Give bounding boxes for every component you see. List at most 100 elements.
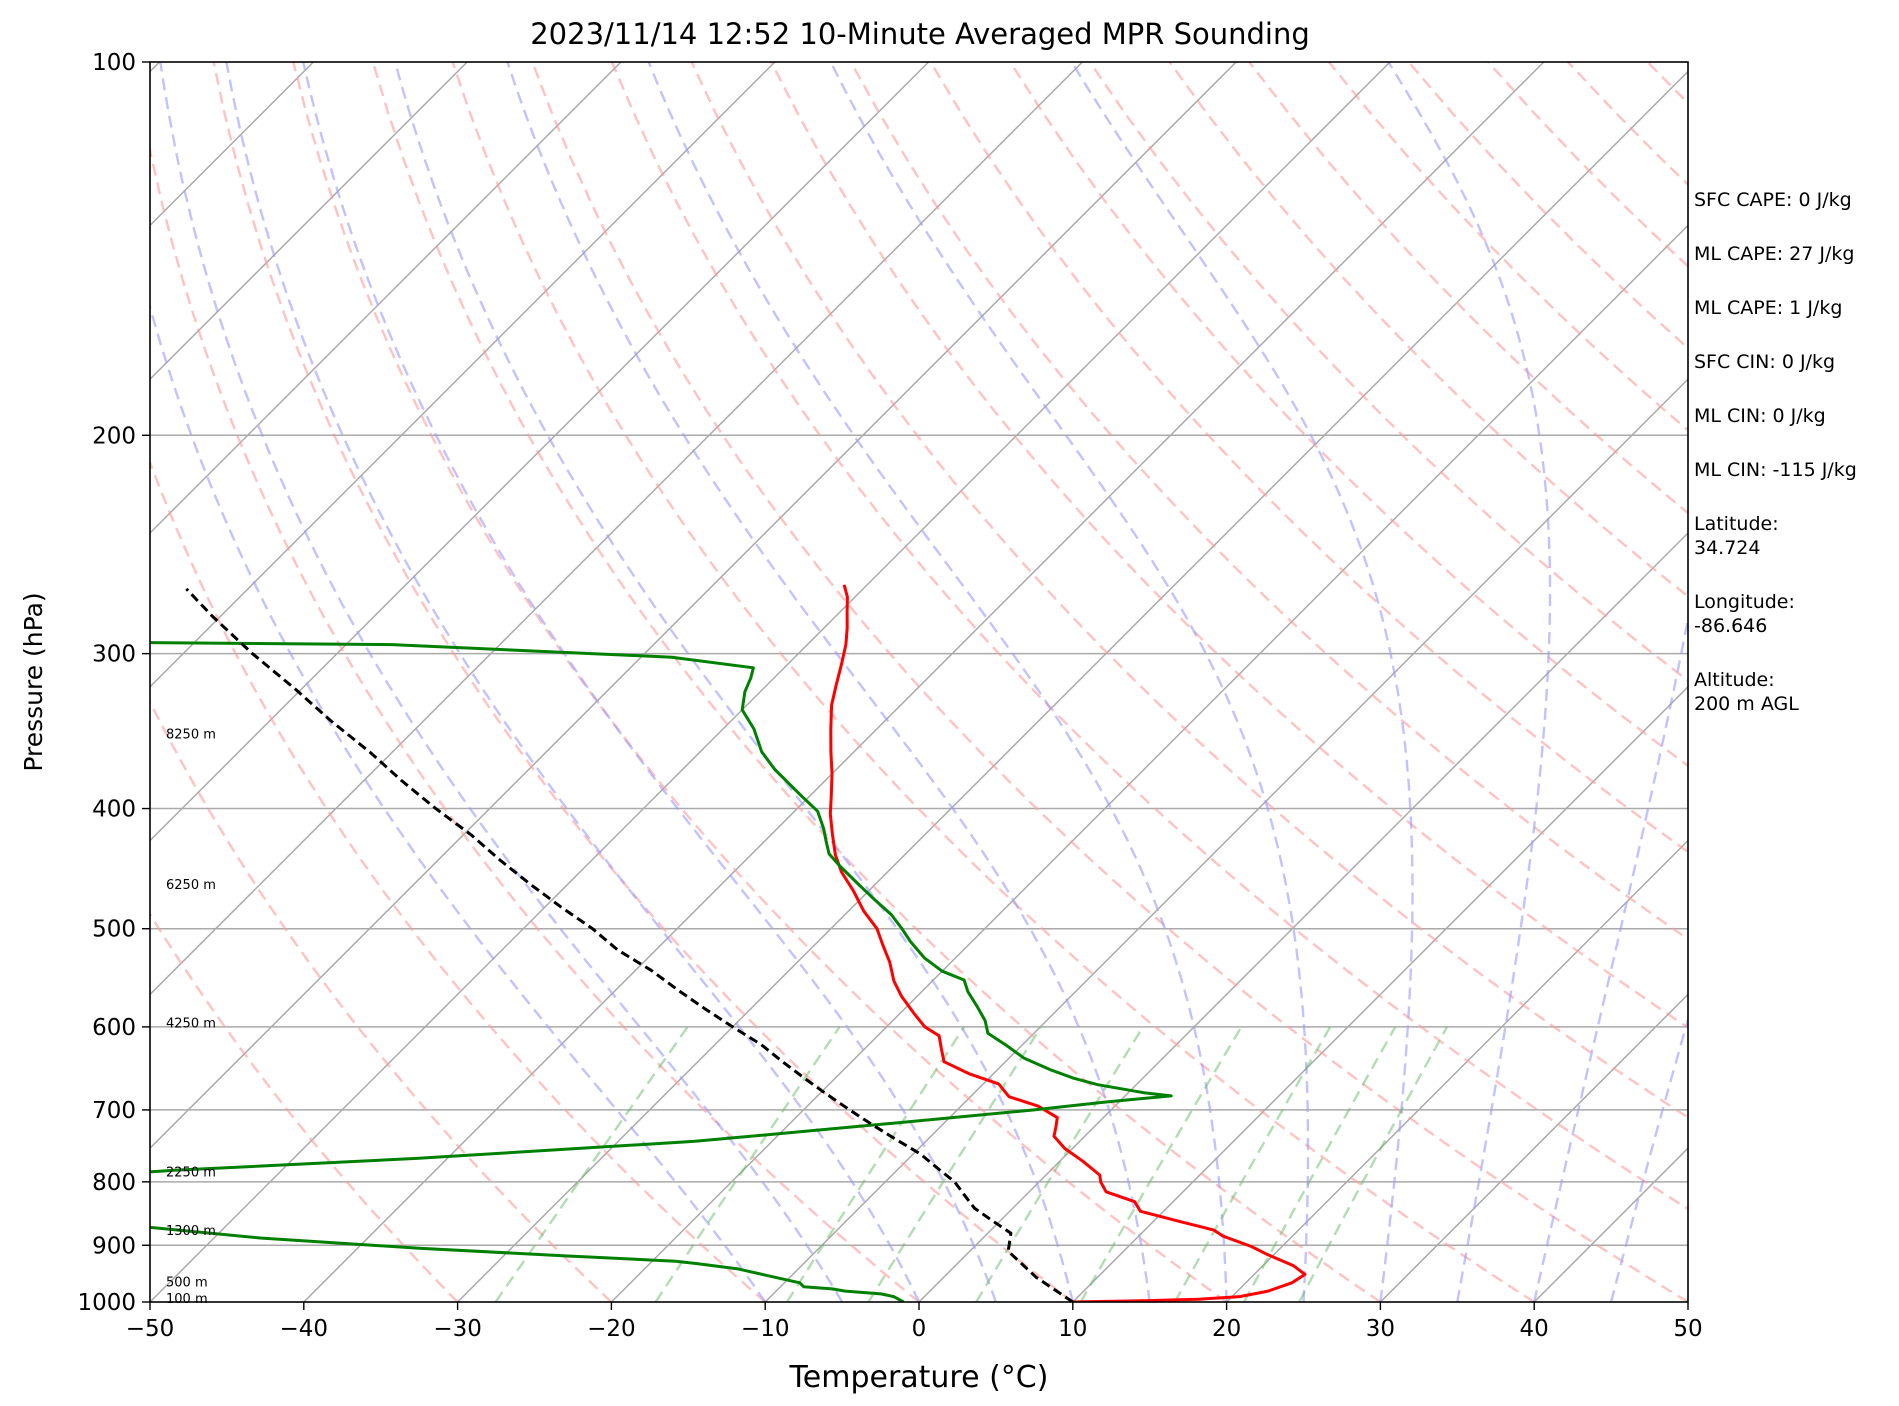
isotherm-line xyxy=(150,62,930,842)
mixing-ratio-line xyxy=(785,1026,966,1302)
y-axis-label: Pressure (hPa) xyxy=(19,592,48,771)
stat-sfc-cin: SFC CIN: 0 J/kg xyxy=(1694,351,1836,373)
x-tick-label: −30 xyxy=(433,1316,482,1342)
x-tick-label: −10 xyxy=(741,1316,790,1342)
x-tick-label: −40 xyxy=(280,1316,329,1342)
isotherm-line xyxy=(150,62,776,688)
stat-sfc-cape: SFC CAPE: 0 J/kg xyxy=(1694,189,1852,211)
y-tick-label: 100 xyxy=(92,50,136,76)
isotherm-line xyxy=(764,378,1688,1302)
mixing-ratio-line xyxy=(1243,1026,1397,1302)
moist-adiabat xyxy=(302,62,998,1302)
dry-adiabat xyxy=(929,62,1688,854)
isotherm-line xyxy=(1072,685,1688,1302)
series-line-1 xyxy=(150,641,1173,1302)
dry-adiabat xyxy=(292,62,1228,1302)
isotherm-line xyxy=(610,224,1688,1302)
y-tick-label: 300 xyxy=(92,642,136,668)
longitude-label: Longitude: xyxy=(1694,591,1795,613)
dry-adiabat xyxy=(849,62,1688,941)
latitude-block: Latitude: 34.724 xyxy=(1694,512,1899,560)
latitude-value: 34.724 xyxy=(1694,537,1761,559)
stat-ml-cin: ML CIN: 0 J/kg xyxy=(1694,405,1826,427)
moist-adiabat xyxy=(1070,62,1414,1302)
dry-adiabat xyxy=(150,458,766,1302)
height-label: 8250 m xyxy=(166,728,216,743)
mixing-ratio-line xyxy=(1079,1026,1243,1302)
longitude-block: Longitude: -86.646 xyxy=(1694,590,1899,638)
dry-adiabat xyxy=(371,62,1382,1302)
stat-ml-cape: ML CAPE: 27 J/kg xyxy=(1694,243,1855,265)
isotherm-line xyxy=(303,62,1545,1302)
x-tick-label: 30 xyxy=(1366,1316,1395,1342)
x-tick-label: 50 xyxy=(1673,1316,1702,1342)
height-label: 6250 m xyxy=(166,878,216,893)
isotherm-line xyxy=(0,62,6,1302)
longitude-value: -86.646 xyxy=(1694,615,1768,637)
x-tick-label: 20 xyxy=(1212,1316,1241,1342)
isotherm-line xyxy=(1226,839,1688,1302)
altitude-label: Altitude: xyxy=(1694,669,1775,691)
isotherm-line xyxy=(150,62,468,381)
x-axis: −50 −40 −30 −20 −10 0 10 20 30 40 50 xyxy=(126,1302,1703,1342)
moist-adiabat xyxy=(393,62,1074,1302)
plot-frame xyxy=(149,61,1689,1303)
chart-title: 2023/11/14 12:52 10-Minute Averaged MPR … xyxy=(530,17,1310,51)
moist-adiabat xyxy=(829,62,1310,1302)
isotherm-line xyxy=(150,62,1237,1150)
dry-adiabat xyxy=(690,62,1688,1119)
moist-adiabat xyxy=(159,62,844,1302)
moist-adiabat xyxy=(225,62,921,1302)
x-tick-label: 0 xyxy=(912,1316,927,1342)
dry-adiabat xyxy=(451,62,1535,1302)
height-label: 4250 m xyxy=(166,1016,216,1031)
altitude-block: Altitude: 200 m AGL xyxy=(1694,668,1899,716)
moist-adiabat xyxy=(150,302,767,1302)
dry-adiabat xyxy=(770,62,1688,1030)
y-tick-label: 600 xyxy=(92,1015,136,1041)
moist-adiabat xyxy=(647,62,1228,1302)
dry-adiabat xyxy=(531,62,1688,1302)
dry-adiabat xyxy=(212,62,1074,1302)
isotherm-line xyxy=(150,62,622,535)
x-tick-label: 10 xyxy=(1058,1316,1087,1342)
dry-adiabat xyxy=(150,699,613,1302)
dry-adiabat xyxy=(150,911,459,1302)
isotherm-line xyxy=(150,62,1391,1302)
mixing-ratio-line xyxy=(975,1026,1144,1302)
stat-ml-cin-2: ML CIN: -115 J/kg xyxy=(1694,459,1857,481)
isotherm-line xyxy=(457,70,1688,1302)
isotherm-line xyxy=(1379,993,1688,1302)
moist-adiabat xyxy=(1533,612,1688,1302)
y-tick-label: 200 xyxy=(92,423,136,449)
height-label: 2250 m xyxy=(166,1166,216,1181)
height-label: 1300 m xyxy=(166,1224,216,1239)
x-tick-label: −20 xyxy=(587,1316,636,1342)
mixing-ratio-line xyxy=(867,1026,1043,1302)
dry-adiabat xyxy=(150,143,920,1302)
height-label: 500 m xyxy=(166,1276,208,1291)
dry-adiabat xyxy=(1088,62,1688,683)
x-tick-label: 40 xyxy=(1520,1316,1549,1342)
y-tick-label: 1000 xyxy=(77,1290,136,1316)
altitude-value: 200 m AGL xyxy=(1694,693,1799,715)
x-tick-label: −50 xyxy=(126,1316,175,1342)
x-axis-label: Temperature (°C) xyxy=(789,1360,1049,1395)
y-tick-label: 400 xyxy=(92,797,136,823)
plot-clip-group xyxy=(0,62,1688,1302)
mixing-ratio-line xyxy=(654,1026,841,1302)
series-line-2 xyxy=(185,587,1074,1302)
moist-adiabat xyxy=(1387,62,1552,1302)
y-tick-label: 800 xyxy=(92,1170,136,1196)
dry-adiabat xyxy=(610,62,1688,1211)
stats-panel: SFC CAPE: 0 J/kg ML CAPE: 27 J/kg ML CAP… xyxy=(1694,188,1899,746)
isotherm-line xyxy=(918,531,1688,1302)
y-tick-label: 500 xyxy=(92,917,136,943)
plot-area xyxy=(0,62,1688,1302)
stat-ml-cape-2: ML CAPE: 1 J/kg xyxy=(1694,297,1843,319)
mixing-ratio-line xyxy=(1173,1026,1332,1302)
series-line-0 xyxy=(828,584,1307,1302)
dry-adiabat xyxy=(1168,62,1688,599)
